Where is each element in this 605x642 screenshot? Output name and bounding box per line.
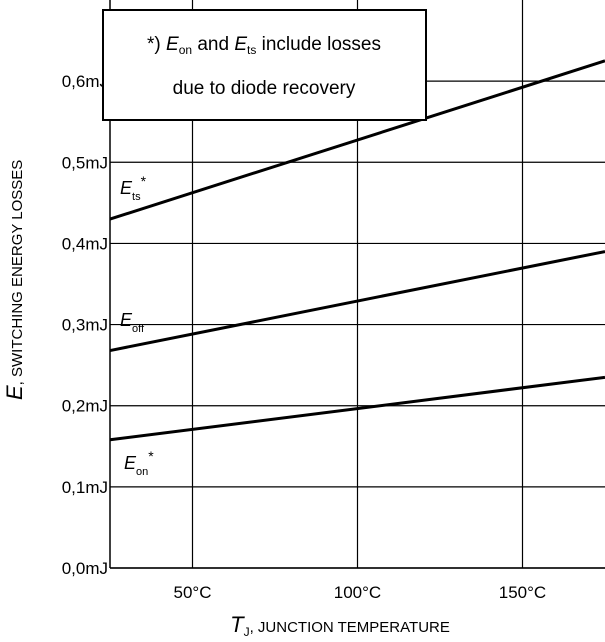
series-label-e-on: Eon* (124, 448, 154, 478)
y-axis-label-main: E (2, 385, 27, 400)
y-tick-label: 0,4mJ (62, 234, 108, 253)
x-tick-label: 50°C (174, 583, 212, 602)
svg-text:TJ, JUNCTION TEMPERATURE: TJ, JUNCTION TEMPERATURE (230, 612, 450, 639)
series-line-ets (109, 59, 605, 221)
svg-text:Eoff: Eoff (120, 310, 145, 335)
svg-text:Eon*: Eon* (124, 448, 154, 478)
x-axis-label-rest: , JUNCTION TEMPERATURE (250, 619, 450, 636)
series-label-sub: off (132, 323, 145, 335)
y-tick-label: 0,1mJ (62, 478, 108, 497)
x-tick-labels: 50°C 100°C 150°C (174, 583, 547, 602)
series-label-main: E (120, 178, 133, 198)
x-tick-label: 150°C (499, 583, 546, 602)
y-tick-label: 0,2mJ (62, 397, 108, 416)
y-tick-label: 0,5mJ (62, 153, 108, 172)
series-label-e-off: Eoff (120, 310, 145, 335)
y-axis-label: E, SWITCHING ENERGY LOSSES (2, 160, 27, 400)
x-axis-label: TJ, JUNCTION TEMPERATURE (230, 612, 450, 639)
annotation-line-1: *) Eon and Ets include losses (147, 34, 381, 57)
series-lines (109, 59, 605, 442)
annotation-frame (102, 9, 427, 121)
series-label-main: E (124, 453, 137, 473)
annotation-line-2: due to diode recovery (173, 78, 356, 99)
x-axis-label-sub: J (244, 625, 250, 639)
series-label-main: E (120, 310, 133, 330)
x-axis-label-main: T (230, 612, 245, 637)
annotation-box: *) Eon and Ets include losses due to dio… (102, 9, 427, 121)
series-label-star: * (141, 173, 147, 189)
y-tick-label: 0,6mJ (62, 72, 108, 91)
y-tick-labels: 0,0mJ 0,1mJ 0,2mJ 0,3mJ 0,4mJ 0,5mJ 0,6mJ (62, 72, 108, 578)
y-axis-label-rest: , SWITCHING ENERGY LOSSES (9, 160, 26, 386)
series-label-e-ts: Ets* (120, 173, 147, 203)
svg-text:E, SWITCHING ENERGY LOSSES: E, SWITCHING ENERGY LOSSES (2, 160, 27, 400)
x-tick-label: 100°C (334, 583, 381, 602)
y-tick-label: 0,0mJ (62, 559, 108, 578)
series-line-eoff (109, 250, 605, 353)
series-label-sub: ts (132, 191, 141, 203)
y-tick-label: 0,3mJ (62, 316, 108, 335)
svg-text:Ets*: Ets* (120, 173, 147, 203)
series-label-star: * (148, 448, 154, 464)
series-line-eon (109, 375, 605, 442)
series-label-sub: on (136, 466, 148, 478)
